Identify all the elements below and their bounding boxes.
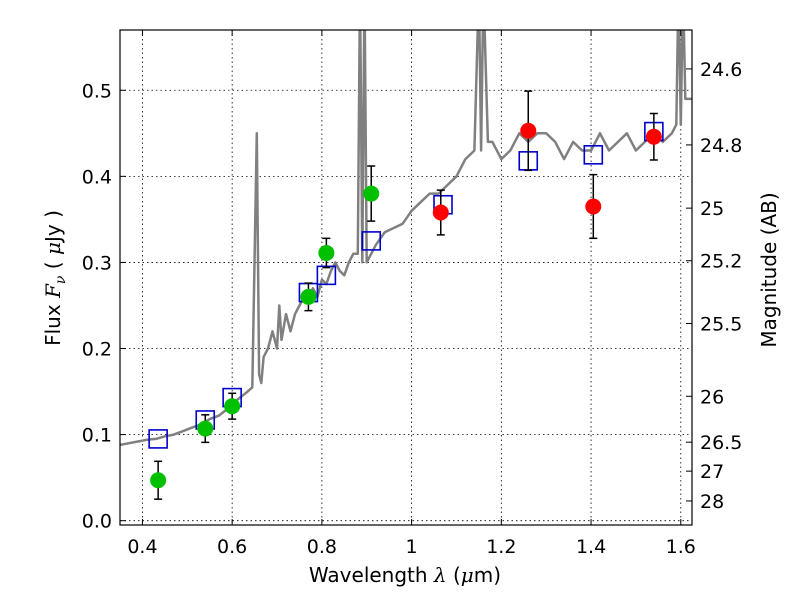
y2-tick-label: 24.6 [700,59,742,81]
y2-tick-label: 26.5 [700,432,742,454]
data-point-marker [363,185,380,202]
model-square-marker [148,429,168,449]
data-point-marker [585,198,602,215]
y-tick-label: 0.3 [82,252,112,274]
x-axis-label: Wavelength λ (μm) [309,563,501,587]
x-tick-label: 1.4 [576,536,606,558]
x-tick-label: 0.8 [307,536,337,558]
data-point-marker [300,288,317,305]
x-tick-label: 0.4 [127,536,157,558]
x-tick-label: 1 [406,536,418,558]
data-point-marker [150,472,167,489]
y2-tick-label: 28 [700,491,724,513]
model-square-marker [583,145,604,165]
data-point-marker [318,244,335,261]
y-tick-label: 0.2 [82,339,112,361]
y2-tick-label: 25.5 [700,313,742,335]
data-point-marker [197,420,214,437]
x-tick-label: 1.2 [486,536,516,558]
data-point-marker [520,122,537,139]
plot-frame [119,29,693,526]
y-tick-label: 0.5 [82,80,112,102]
y2-tick-label: 25.2 [700,251,742,273]
spectrum-line [120,30,692,447]
y2-tick-label: 27 [700,461,724,483]
y2-tick-label: 26 [700,386,724,408]
x-tick-label: 0.6 [217,536,247,558]
y-tick-label: 0.1 [82,425,112,447]
data-point-marker [224,398,241,415]
y-tick-label: 0.0 [82,511,112,533]
y2-tick-label: 25 [700,198,724,220]
y2-axis-label: Magnitude (AB) [757,192,781,347]
points-layer [150,122,662,489]
data-point-marker [432,204,449,221]
plot-area [120,30,692,525]
y-axis-label: Flux Fν ( μJy ) [41,210,69,346]
model-square-marker [361,231,382,251]
data-point-marker [645,128,662,145]
y-tick-label: 0.4 [82,166,112,188]
ticks: 0.4 0.6 0.8 1 1.2 1.4 1.6 0.0 0.1 0.2 0.3 0.4 0.5 24.… [82,30,742,558]
x-tick-label: 1.6 [666,536,696,558]
grid [120,30,692,525]
y2-tick-label: 24.8 [700,135,742,157]
spectrum-layer [120,30,692,447]
